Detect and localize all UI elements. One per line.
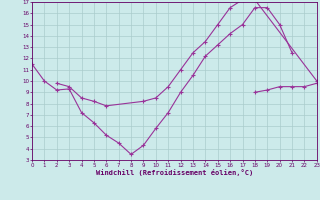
X-axis label: Windchill (Refroidissement éolien,°C): Windchill (Refroidissement éolien,°C) <box>96 169 253 176</box>
